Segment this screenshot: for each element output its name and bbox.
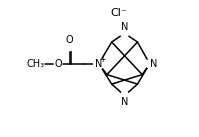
Circle shape [121,92,129,100]
Text: N: N [95,59,102,69]
Text: CH₃: CH₃ [26,59,45,69]
Text: N: N [121,22,128,32]
Circle shape [121,29,129,37]
Text: Cl⁻: Cl⁻ [110,8,127,18]
Text: O: O [66,35,73,45]
Text: O: O [54,59,62,69]
Circle shape [54,60,62,68]
Circle shape [94,59,104,69]
Text: +: + [100,55,106,64]
Circle shape [146,60,154,68]
Text: N: N [121,97,128,107]
Text: N: N [150,59,158,69]
Circle shape [66,43,73,51]
